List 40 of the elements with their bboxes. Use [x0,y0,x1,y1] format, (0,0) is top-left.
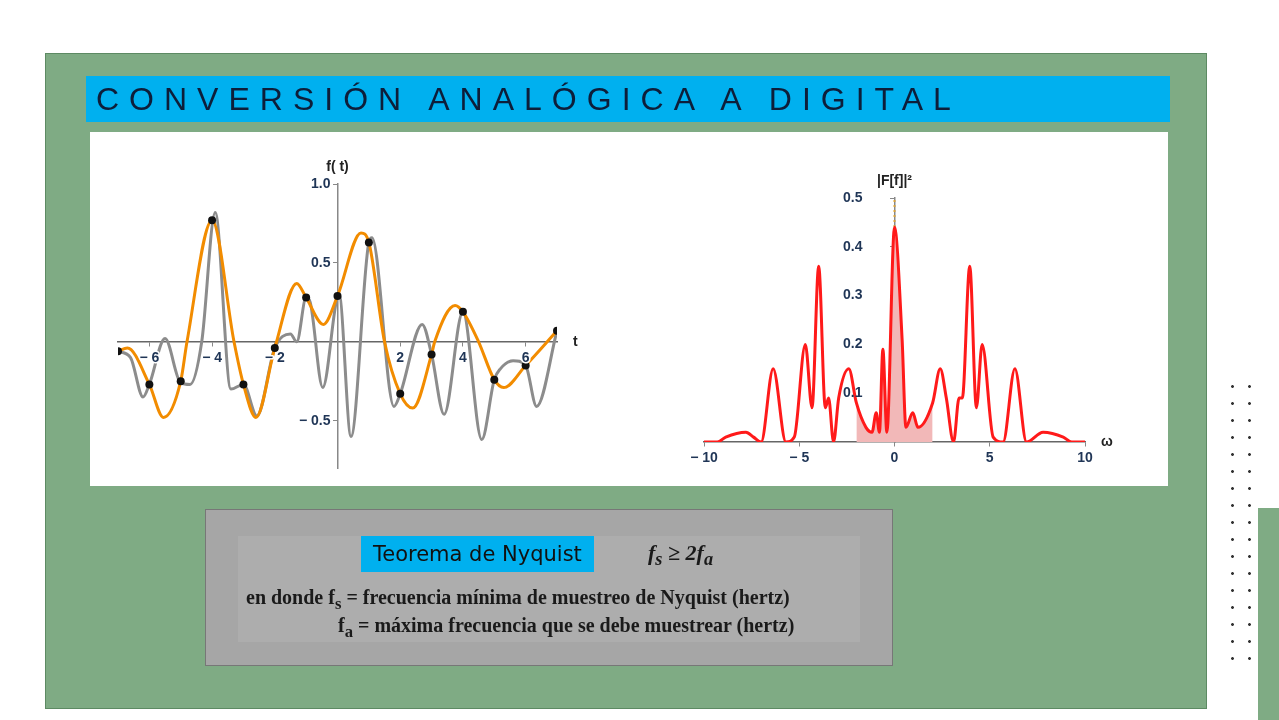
text: en donde f$_{s}$ = frecuencia mínima de muestreo de Nyquist (hertz) [246,586,790,614]
y-tick-label: 1.0 [311,174,331,191]
y-axis-title: f( t) [326,157,349,174]
point [302,293,311,302]
y-axis-title: |F[f]|² [876,171,913,188]
x-axis-title: t [573,332,578,349]
text: f$_{a}$ = máxima frecuencia que se debe muestrear (hertz) [338,614,795,642]
x-tick-label: − 4 [202,348,223,365]
x-tick-label: 2 [396,348,405,365]
text: Teorema de Nyquist [361,536,594,572]
text: f$_{s}$ ≥ 2f$_{a}$ [648,540,714,571]
point [145,380,154,389]
point [208,216,217,225]
x-tick-label: 4 [459,348,468,365]
x-tick-label: − 2 [264,348,285,365]
x-tick-label: − 6 [139,348,160,365]
x-tick-label: 6 [521,348,530,365]
x-tick-label: 5 [985,448,994,465]
point [333,292,342,301]
point [490,375,499,384]
y-tick-label: 0.2 [843,335,863,352]
y-tick-label: 0.3 [843,286,863,303]
chart-title: CONVERSIÓN ANALÓGICA A DIGITAL [86,76,1170,122]
y-tick-label: − 0.5 [298,411,331,428]
y-tick-label: 0.4 [843,237,863,254]
y-tick-label: 0.5 [843,188,863,205]
point [364,238,373,247]
x-tick-label: − 5 [789,448,810,465]
x-tick-label: 10 [1077,448,1093,465]
y-tick-label: 0.5 [311,253,331,270]
point [270,344,279,353]
point [239,380,248,389]
x-tick-label: − 10 [690,448,719,465]
point [176,377,185,386]
line-series [704,225,1085,442]
point [427,350,436,359]
x-axis-title: ω [1101,432,1113,449]
x-tick-label: 0 [890,448,899,465]
point [396,389,405,398]
point [458,307,467,316]
